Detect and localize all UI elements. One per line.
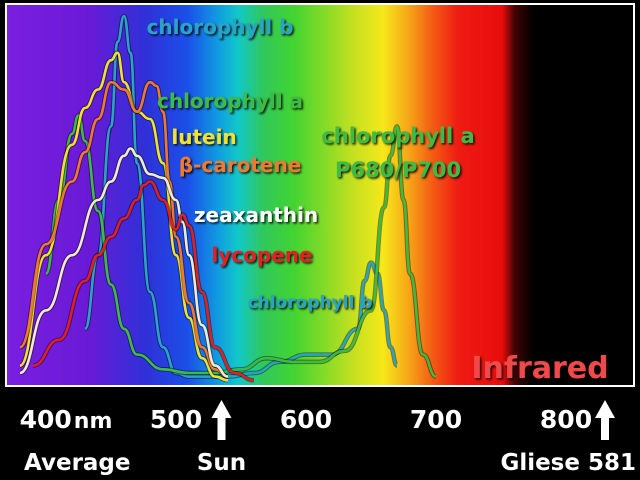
infrared-region-label: Infrared: [471, 351, 608, 386]
x-tick-value: 600: [280, 405, 332, 434]
marker-arrow-2: [595, 400, 615, 440]
marker-label-average: Average: [24, 450, 131, 476]
series-label-line: chlorophyll b: [248, 293, 373, 313]
series-label-line: lycopene: [211, 243, 312, 267]
series-label-line: β-carotene: [179, 153, 302, 177]
series-label-line: zeaxanthin: [194, 203, 318, 227]
series-label-5: lycopene: [211, 243, 312, 267]
x-tick-label-800: 800: [540, 405, 592, 434]
series-line-chlorophyll-b: [83, 14, 398, 378]
x-axis: 400nm 500 600 700 800: [20, 405, 592, 434]
series-label-7: chlorophyll a P680/P700: [321, 124, 474, 182]
series-label-line: P680/P700: [335, 158, 461, 182]
series-label-1: chlorophyll a: [157, 89, 303, 113]
series-label-6: chlorophyll b: [248, 293, 373, 313]
series-label-line: lutein: [171, 125, 236, 149]
x-tick-value: 500: [150, 405, 202, 434]
series-label-3: β-carotene: [179, 153, 302, 177]
series-label-4: zeaxanthin: [194, 203, 318, 227]
series-line-lutein: [19, 51, 229, 382]
series-line-lycopene: [32, 180, 255, 382]
series-line--carotene: [19, 80, 229, 378]
x-tick-label-400: 400nm: [20, 405, 113, 434]
x-tick-label-600: 600: [280, 405, 332, 434]
x-tick-label-700: 700: [410, 405, 462, 434]
series-label-line: chlorophyll a: [321, 124, 474, 148]
marker-arrow-1: [211, 400, 232, 440]
spectrum-background: [5, 3, 635, 387]
series-line-zeaxanthin: [19, 147, 229, 378]
series-label-line: chlorophyll a: [157, 89, 303, 113]
star-markers: Average Sun Gliese 581: [24, 400, 636, 476]
marker-label-sun: Sun: [197, 450, 246, 476]
x-tick-label-500: 500: [150, 405, 202, 434]
series-label-2: lutein: [171, 125, 236, 149]
series-line-chlorophyll-a: [44, 114, 437, 378]
x-tick-value: 700: [410, 405, 462, 434]
x-tick-value: 800: [540, 405, 592, 434]
marker-label-gliese-581: Gliese 581: [500, 450, 636, 476]
series-label-0: chlorophyll b: [147, 15, 294, 39]
x-tick-unit: nm: [74, 409, 113, 434]
series-labels: chlorophyll b chlorophyll a lutein β-carote…: [147, 15, 475, 313]
series-label-line: chlorophyll b: [147, 15, 294, 39]
absorption-curves: [18, 13, 437, 383]
x-tick-value: 400: [20, 405, 72, 434]
